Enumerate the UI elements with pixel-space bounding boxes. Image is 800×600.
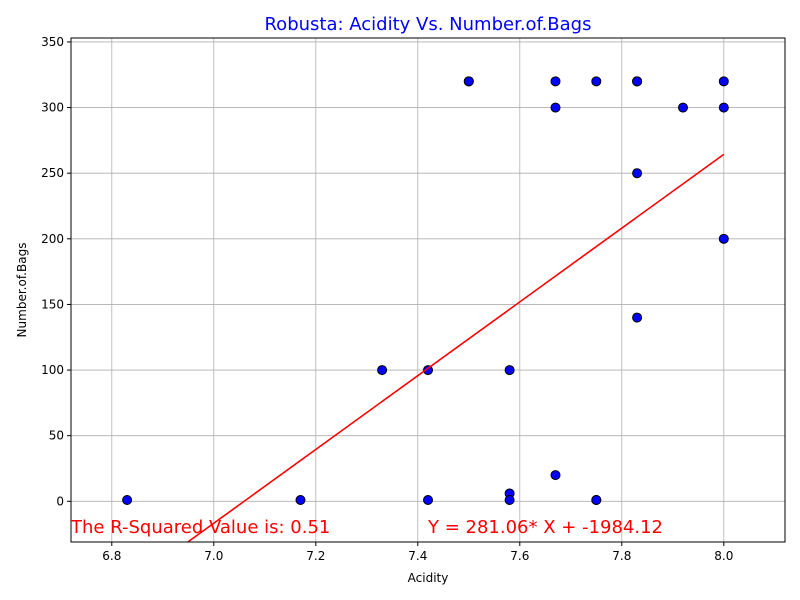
data-point — [550, 470, 561, 481]
regression-line-group — [187, 153, 725, 543]
data-point — [591, 76, 602, 87]
y-tick-label: 200 — [41, 232, 64, 246]
y-tick-label: 0 — [56, 494, 64, 508]
data-point — [718, 233, 729, 244]
x-tick-label: 7.2 — [306, 549, 325, 563]
data-point — [591, 495, 602, 505]
data-point — [423, 365, 433, 376]
data-point — [377, 365, 388, 376]
chart-title: Robusta: Acidity Vs. Number.of.Bags — [264, 14, 591, 35]
x-tick-label: 7.0 — [204, 549, 223, 563]
y-tick-label: 150 — [41, 297, 64, 311]
y-tick-label: 300 — [41, 101, 64, 115]
r-squared-annotation: The R-Squared Value is: 0.51 — [70, 517, 330, 538]
data-point — [632, 312, 643, 323]
data-point — [504, 365, 515, 376]
data-point — [550, 76, 561, 87]
y-ticks: 0 50 100 150 200 250 300 350 — [41, 35, 71, 508]
x-ticks: 6.8 7.0 7.2 7.4 7.6 7.8 8.0 — [102, 542, 733, 563]
y-tick-label: 100 — [41, 363, 64, 377]
x-tick-label: 7.6 — [510, 549, 529, 563]
data-point — [504, 495, 515, 505]
y-tick-label: 250 — [41, 166, 64, 180]
data-point — [122, 495, 133, 505]
x-tick-label: 7.4 — [408, 549, 427, 563]
x-tick-label: 6.8 — [102, 549, 121, 563]
data-point — [550, 102, 561, 113]
data-point — [678, 102, 688, 113]
y-tick-label: 50 — [49, 429, 64, 443]
data-point — [295, 495, 306, 505]
data-point — [463, 76, 474, 87]
data-point — [632, 168, 643, 179]
grid — [71, 38, 785, 542]
regression-line — [187, 153, 725, 543]
data-point — [718, 76, 729, 87]
regression-equation-annotation: Y = 281.06* X + -1984.12 — [427, 517, 663, 538]
x-tick-label: 7.8 — [612, 549, 631, 563]
data-points — [122, 76, 729, 505]
x-axis-label: Acidity — [408, 571, 449, 585]
plot-frame — [70, 37, 786, 543]
plot-area: 6.8 7.0 7.2 7.4 7.6 7.8 8.0 0 50 100 150 200 250 300… — [41, 35, 786, 563]
data-point — [718, 102, 729, 113]
y-axis-label: Number.of.Bags — [15, 243, 29, 338]
y-tick-label: 350 — [41, 35, 64, 49]
data-point — [632, 76, 643, 87]
x-tick-label: 8.0 — [714, 549, 733, 563]
data-point — [423, 495, 433, 505]
